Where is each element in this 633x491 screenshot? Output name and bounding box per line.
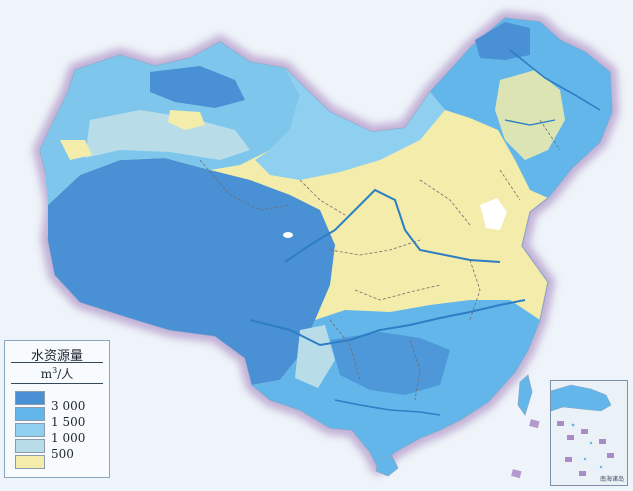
legend-swatch-5 [15, 455, 45, 469]
inset-coast [551, 384, 612, 412]
legend-swatch-1 [15, 391, 45, 405]
region-inner-mongolia [255, 68, 445, 180]
legend-value-1500: 1 500 [51, 415, 86, 429]
river-yellow [284, 188, 501, 263]
island-taiwan [517, 374, 533, 416]
legend-swatch-2 [15, 407, 45, 421]
legend-swatch-3 [15, 423, 45, 437]
region-tarim-light [85, 110, 250, 160]
region-patch-yellow-2 [60, 140, 92, 160]
legend-title: 水资源量 [30, 349, 83, 364]
lake-white [480, 198, 507, 230]
region-patch-yellow-1 [168, 110, 205, 130]
river-songhua [504, 119, 556, 126]
region-northeast-yellow [495, 70, 565, 160]
legend-value-3000: 3 000 [51, 399, 86, 413]
legend-value-500: 500 [51, 447, 74, 461]
legend-unit-tail: /人 [57, 367, 74, 381]
region-northeast-dark [475, 22, 530, 60]
inset-boundary-marks [557, 421, 614, 476]
legend-unit-exp: 3 [52, 366, 58, 375]
inset-map [551, 384, 614, 476]
island-hainan [375, 455, 399, 477]
south-china-sea-inset: 南海诸岛 [550, 380, 628, 486]
legend-rule-top [11, 362, 103, 363]
legend-value-1000: 1 000 [51, 431, 86, 445]
region-dzungaria [150, 66, 245, 108]
legend-rule-bottom [11, 383, 103, 384]
lake-qinghai [283, 232, 293, 238]
river-pearl [334, 399, 441, 416]
river-yangtze [249, 299, 526, 347]
inset-caption: 南海诸岛 [599, 476, 624, 483]
legend-unit: m3/人 [5, 365, 109, 382]
province-boundaries [199, 119, 561, 401]
legend: 水资源量 m3/人 3 000 1 500 1 000 500 [4, 340, 110, 478]
legend-swatch-4 [15, 439, 45, 453]
legend-unit-base: m [40, 367, 53, 381]
river-amur [509, 49, 601, 111]
sea-boundary-marks [511, 419, 540, 479]
inset-islands [571, 423, 603, 469]
region-southwest-light [295, 325, 335, 388]
region-west-plateau [48, 158, 335, 385]
